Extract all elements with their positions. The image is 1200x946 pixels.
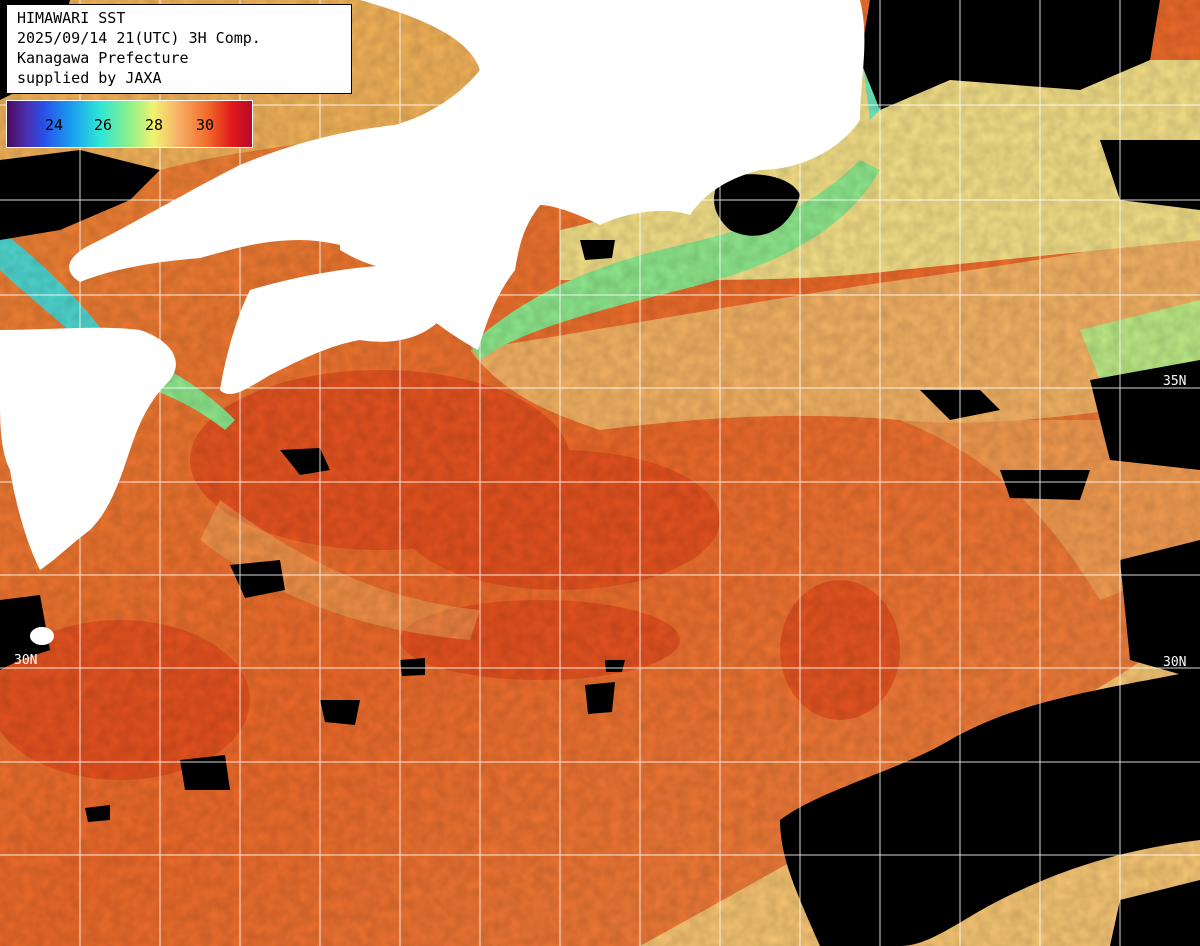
color-scale: 24 26 28 30	[6, 100, 253, 148]
scale-tick-24: 24	[45, 116, 64, 134]
title-line-2: 2025/09/14 21(UTC) 3H Comp.	[17, 29, 261, 47]
scale-tick-28: 28	[145, 116, 164, 134]
lat-label-30n-right: 30N	[1163, 655, 1187, 670]
lat-label-30n-left: 30N	[14, 653, 38, 668]
title-line-1: HIMAWARI SST	[17, 9, 126, 27]
title-box: HIMAWARI SST 2025/09/14 21(UTC) 3H Comp.…	[6, 4, 352, 94]
title-line-4: supplied by JAXA	[17, 69, 162, 87]
lat-label-35n: 35N	[1163, 374, 1187, 389]
title-line-3: Kanagawa Prefecture	[17, 49, 189, 67]
scale-tick-30: 30	[196, 116, 215, 134]
scale-tick-26: 26	[94, 116, 113, 134]
